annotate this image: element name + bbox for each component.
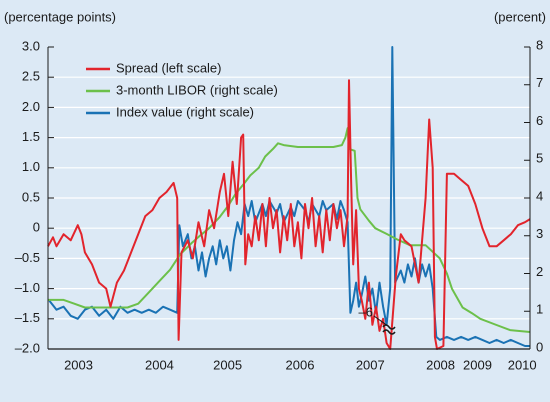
x-tick-label: 2006 xyxy=(286,357,315,372)
x-tick-label: 2003 xyxy=(64,357,93,372)
y2-tick-label: 2 xyxy=(536,264,543,279)
y2-tick-label: 6 xyxy=(536,113,543,128)
y2-tick-label: 8 xyxy=(536,37,543,52)
y-tick-label: 2.5 xyxy=(22,69,40,84)
y-tick-label: –1.5 xyxy=(15,310,40,325)
y-tick-label: –1.0 xyxy=(15,280,40,295)
legend-label: Index value (right scale) xyxy=(116,104,254,119)
x-tick-label: 2010 xyxy=(508,357,537,372)
x-tick-label: 2005 xyxy=(213,357,242,372)
annotation: –6 xyxy=(359,304,373,319)
series-line xyxy=(47,79,531,350)
x-tick-label: 2009 xyxy=(463,357,492,372)
y2-tick-label: 0 xyxy=(536,339,543,354)
y2-tick-label: 7 xyxy=(536,75,543,90)
y2-tick-label: 3 xyxy=(536,226,543,241)
x-tick-label: 2004 xyxy=(145,357,174,372)
legend-label: Spread (left scale) xyxy=(116,60,222,75)
y-tick-label: –0.5 xyxy=(15,250,40,265)
y-tick-label: 0 xyxy=(33,220,40,235)
y-tick-label: –2.0 xyxy=(15,340,40,355)
y2-tick-label: 1 xyxy=(536,302,543,317)
y-tick-label: 3.0 xyxy=(22,38,40,53)
series-line xyxy=(48,127,531,333)
x-tick-label: 2007 xyxy=(356,357,385,372)
x-tick-label: 2008 xyxy=(426,357,455,372)
y-tick-label: 2.0 xyxy=(22,99,40,114)
y-tick-label: 1.5 xyxy=(22,129,40,144)
left-axis-label: (percentage points) xyxy=(4,9,116,24)
axis-break xyxy=(382,324,396,335)
right-axis-label: (percent) xyxy=(494,9,546,24)
y-tick-label: 0.5 xyxy=(22,189,40,204)
axes: 3.0 2.5 2.0 1.5 1.0 0.5 0 –0.5 –1.0 –1.5 –2.0 0 1 2 3 4… xyxy=(15,37,544,372)
legend-label: 3-month LIBOR (right scale) xyxy=(116,82,278,97)
lines xyxy=(47,46,531,350)
y-tick-label: 1.0 xyxy=(22,159,40,174)
y2-tick-label: 5 xyxy=(536,151,543,166)
y2-tick-label: 4 xyxy=(536,188,543,203)
